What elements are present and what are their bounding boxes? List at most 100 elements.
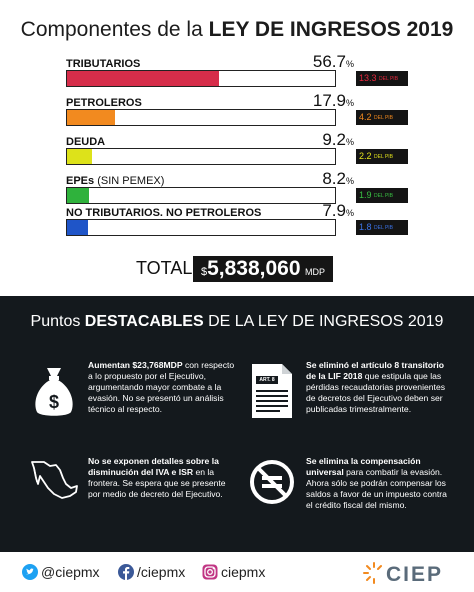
facebook-icon [118, 564, 134, 580]
total-amount-box: $5,838,060 MDP [193, 256, 333, 282]
footer: @ciepmx /ciepmx ciepmx CIEP [0, 552, 474, 592]
component-percent-symbol: % [345, 98, 354, 108]
highlight-text: Se elimina la compensación universal par… [306, 456, 454, 511]
component-percent-value: 17.9 [312, 91, 346, 110]
mexico-map-icon [30, 456, 78, 516]
component-bar-track [66, 187, 336, 204]
component-bar-fill [67, 220, 89, 235]
component-label-main: PETROLEROS [66, 97, 142, 109]
title-bold: LEY DE INGRESOS 2019 [208, 18, 454, 41]
pib-value: 4.2 [359, 112, 372, 122]
component-percent-symbol: % [345, 137, 354, 147]
highlight-bold: No se exponen detalles sobre la disminuc… [88, 456, 219, 477]
ciep-logo-text: CIEP [386, 563, 443, 586]
pib-value: 1.8 [359, 222, 372, 232]
component-bar-track [66, 109, 336, 126]
component-bar-track [66, 219, 336, 236]
svg-text:$: $ [49, 392, 59, 412]
component-bar-track [66, 148, 336, 165]
highlights-title-suffix: DE LA LEY DE INGRESOS 2019 [203, 313, 444, 330]
instagram-handle: ciepmx [221, 564, 266, 580]
ciep-logo: CIEP [362, 560, 458, 586]
component-row: NO TRIBUTARIOS. NO PETROLEROS 7.9% 1.8 DEL… [62, 201, 470, 247]
pib-unit: DEL PIB [374, 115, 394, 121]
component-label: PETROLEROS [66, 97, 142, 109]
pib-unit: DEL PIB [374, 193, 394, 199]
component-label-main: NO TRIBUTARIOS. NO PETROLEROS [66, 207, 262, 219]
component-bar-fill [67, 71, 219, 86]
highlight-text: Aumentan $23,768MDP con respecto a lo pr… [88, 360, 236, 415]
component-label: TRIBUTARIOS [66, 58, 140, 70]
component-label-extra: (SIN PEMEX) [94, 175, 165, 187]
pib-value: 2.2 [359, 151, 372, 161]
highlight-body: para combatir la evasión. Ahora sólo se … [306, 467, 447, 510]
component-percent-value: 7.9 [322, 201, 346, 220]
total-currency: $ [200, 266, 208, 278]
component-percent: 7.9% [322, 201, 354, 221]
document-icon: ART. 8 [248, 360, 296, 420]
component-percent-symbol: % [345, 59, 354, 69]
pib-badge: 2.2 DEL PIB [356, 149, 408, 164]
pib-unit: DEL PIB [374, 154, 394, 160]
highlight-bold: Se eliminó el artículo 8 transitorio de … [306, 360, 445, 381]
pib-unit: DEL PIB [379, 76, 399, 82]
highlight-body: en la frontera. Se espera que se present… [88, 467, 226, 499]
component-percent: 8.2% [322, 169, 354, 189]
component-row: DEUDA 9.2% 2.2 DEL PIB [62, 130, 470, 176]
highlights-section: Puntos DESTACABLES DE LA LEY DE INGRESOS… [0, 296, 474, 552]
component-percent: 17.9% [313, 91, 354, 111]
component-percent-value: 56.7 [312, 52, 346, 71]
instagram-link[interactable]: ciepmx [202, 564, 265, 580]
highlight-body: con respecto a lo propuesto por el Ejecu… [88, 360, 235, 414]
component-percent: 56.7% [313, 52, 354, 72]
pib-value: 1.9 [359, 190, 372, 200]
total-amount: 5,838,060 [207, 257, 301, 280]
twitter-handle: @ciepmx [41, 564, 100, 580]
pib-badge: 4.2 DEL PIB [356, 110, 408, 125]
no-equals-icon [248, 456, 296, 516]
highlight-bold: Aumentan $23,768MDP [88, 360, 183, 370]
component-label: EPEs (SIN PEMEX) [66, 175, 164, 187]
component-percent: 9.2% [322, 130, 354, 150]
twitter-link[interactable]: @ciepmx [22, 564, 100, 580]
component-percent-value: 8.2 [322, 169, 346, 188]
component-label-main: DEUDA [66, 136, 106, 148]
component-row: PETROLEROS 17.9% 4.2 DEL PIB [62, 91, 470, 137]
component-label: DEUDA [66, 136, 105, 148]
component-percent-symbol: % [345, 176, 354, 186]
highlights-title-prefix: Puntos [30, 313, 85, 330]
component-percent-value: 9.2 [322, 130, 346, 149]
component-label-main: EPEs [66, 175, 95, 187]
document-icon-label: ART. 8 [259, 377, 275, 383]
component-bar-fill [67, 149, 92, 164]
twitter-icon [22, 564, 38, 580]
highlights-title-bold: DESTACABLES [84, 313, 204, 330]
component-bar-track [66, 70, 336, 87]
component-percent-symbol: % [345, 208, 354, 218]
facebook-link[interactable]: /ciepmx [118, 564, 185, 580]
highlight-bold: Se elimina la compensación universal [306, 456, 421, 477]
highlight-body: que estipula que las pérdidas recaudator… [306, 371, 446, 414]
components-section: Componentes de la LEY DE INGRESOS 2019 T… [0, 18, 474, 282]
main-title: Componentes de la LEY DE INGRESOS 2019 [0, 18, 474, 42]
total-label: TOTAL [136, 258, 193, 278]
highlights-title: Puntos DESTACABLES DE LA LEY DE INGRESOS… [0, 313, 474, 331]
facebook-handle: /ciepmx [137, 564, 186, 580]
component-bar-fill [67, 110, 115, 125]
total-unit: MDP [305, 267, 325, 277]
highlight-text: No se exponen detalles sobre la disminuc… [88, 456, 236, 500]
instagram-icon [202, 564, 218, 580]
component-label-main: TRIBUTARIOS [66, 58, 141, 70]
total-row: TOTAL $5,838,060 MDP [0, 256, 474, 282]
pib-badge: 13.3 DEL PIB [356, 71, 408, 86]
pib-badge: 1.9 DEL PIB [356, 188, 408, 203]
title-prefix: Componentes de la [20, 18, 209, 41]
pib-badge: 1.8 DEL PIB [356, 220, 408, 235]
component-label: NO TRIBUTARIOS. NO PETROLEROS [66, 207, 261, 219]
money-bag-icon: $ [30, 360, 78, 420]
pib-unit: DEL PIB [374, 225, 394, 231]
component-row: EPEs (SIN PEMEX) 8.2% 1.9 DEL PIB [62, 169, 470, 215]
component-bar-fill [67, 188, 89, 203]
component-row: TRIBUTARIOS 56.7% 13.3 DEL PIB [62, 52, 470, 98]
highlight-text: Se eliminó el artículo 8 transitorio de … [306, 360, 454, 415]
